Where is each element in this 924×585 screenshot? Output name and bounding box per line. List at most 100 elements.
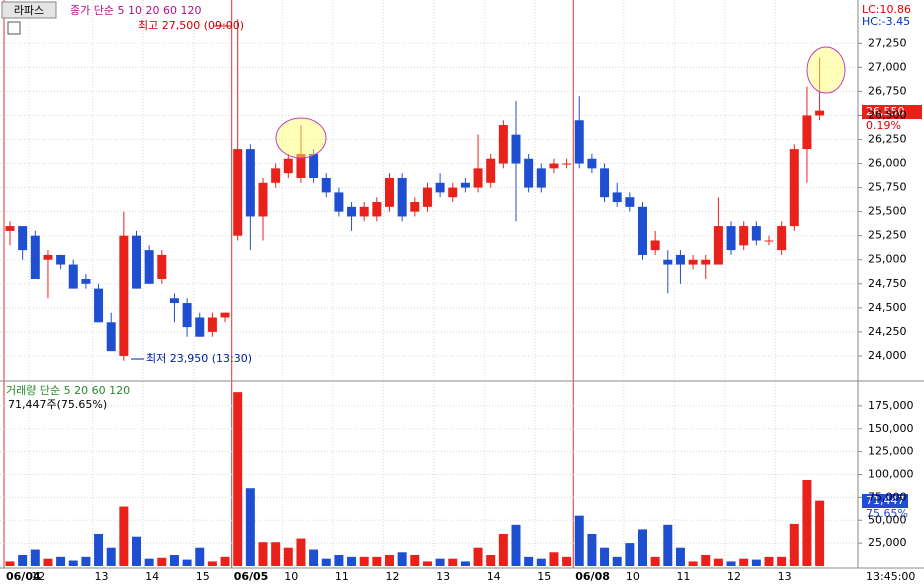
- candle-body: [195, 317, 205, 337]
- volume-bar: [675, 547, 685, 566]
- volume-bar: [43, 558, 53, 566]
- y-tick-label: 25,000: [868, 253, 907, 266]
- candle-body: [422, 187, 432, 207]
- y-tick-label: 100,000: [868, 468, 914, 481]
- x-tick-label: 14: [487, 570, 501, 583]
- volume-note: 71,447주(75.65%): [8, 398, 107, 411]
- x-tick-label: 12: [386, 570, 400, 583]
- volume-bar: [334, 555, 344, 566]
- candle-body: [334, 192, 344, 212]
- lc-value: LC:10.86: [862, 3, 911, 16]
- candle-body: [587, 158, 597, 169]
- volume-bar: [701, 555, 711, 566]
- highlight: [806, 46, 846, 94]
- volume-bar: [309, 549, 319, 566]
- volume-bar: [81, 556, 91, 566]
- candle-body: [675, 254, 685, 265]
- stock-name[interactable]: 라파스: [14, 4, 44, 17]
- candle-body: [536, 168, 546, 188]
- volume-bar: [385, 555, 394, 566]
- candle-body: [309, 153, 319, 178]
- volume-bar: [321, 558, 331, 566]
- candle-body: [612, 192, 622, 203]
- volume-bar: [663, 524, 673, 566]
- x-tick-label: 06/08: [575, 570, 610, 583]
- volume-bar: [182, 559, 192, 566]
- volume-bar: [296, 538, 306, 566]
- volume-bar: [448, 558, 458, 566]
- x-tick-label: 10: [626, 570, 640, 583]
- x-tick-label: 14: [145, 570, 159, 583]
- y-tick-label: 150,000: [868, 422, 914, 435]
- table-icon[interactable]: [7, 21, 21, 35]
- y-tick-label: 26,250: [868, 132, 907, 145]
- volume-bar: [422, 561, 432, 566]
- candle-body: [68, 264, 78, 289]
- y-tick-label: 24,000: [868, 349, 907, 362]
- candle-body: [296, 153, 306, 178]
- x-tick-label: 15: [196, 570, 210, 583]
- candle-body: [132, 235, 141, 289]
- candle-body: [600, 168, 610, 198]
- y-tick-label: 26,000: [868, 157, 907, 170]
- candle-body: [245, 149, 255, 217]
- candle-body: [169, 298, 179, 304]
- volume-bar: [106, 547, 116, 566]
- volume-bar: [119, 506, 129, 566]
- candle-body: [321, 177, 331, 193]
- candle-body: [751, 226, 761, 241]
- volume-bar: [195, 547, 205, 566]
- current-price: 26,550: [866, 105, 905, 118]
- y-tick-label: 26,500: [868, 108, 907, 121]
- volume-bar: [789, 523, 799, 566]
- candle-body: [271, 168, 281, 183]
- y-tick-label: 24,250: [868, 325, 907, 338]
- candle-body: [688, 259, 698, 265]
- volume-bar: [777, 556, 787, 566]
- volume-bar: [56, 556, 66, 566]
- candle-body: [410, 202, 420, 212]
- volume-bar: [802, 479, 812, 566]
- volume-bar: [144, 558, 154, 566]
- volume-bar: [574, 515, 584, 566]
- candle-body: [347, 206, 357, 217]
- y-tick-label: 50,000: [868, 513, 907, 526]
- volume-bar: [132, 536, 141, 566]
- volume-bar: [233, 392, 243, 566]
- candle-body: [511, 134, 521, 164]
- y-tick-label: 27,250: [868, 36, 907, 49]
- volume-bar: [283, 547, 293, 566]
- volume-bar: [30, 549, 40, 566]
- x-tick-label: 06/05: [234, 570, 269, 583]
- x-tick-label: 13: [95, 570, 109, 583]
- high-note: 최고 27,500 (09:00): [138, 19, 244, 32]
- x-tick-label: 11: [335, 570, 349, 583]
- candle-body: [486, 158, 496, 183]
- y-tick-label: 25,000: [868, 536, 907, 549]
- volume-box: [862, 494, 908, 508]
- x-tick-label: 15: [537, 570, 551, 583]
- x-tick-label: 13: [436, 570, 450, 583]
- volume-bar: [372, 556, 382, 566]
- volume-bar: [347, 556, 357, 566]
- stock-badge[interactable]: [1, 1, 57, 19]
- volume-bar: [511, 524, 521, 566]
- volume-bar: [739, 558, 749, 566]
- volume-bar: [625, 543, 635, 566]
- volume-bar: [18, 555, 28, 566]
- highlight: [275, 117, 327, 159]
- volume-bar: [258, 542, 268, 566]
- volume-bar: [245, 488, 255, 566]
- candle-body: [359, 206, 369, 217]
- x-tick-label: 12: [727, 570, 741, 583]
- candle-body: [764, 240, 774, 242]
- candle-body: [498, 125, 508, 164]
- candle-body: [372, 202, 382, 217]
- volume-bar: [435, 558, 445, 566]
- volume-bar: [359, 556, 369, 566]
- ma-legend: 종가 단순 5 10 20 60 120: [70, 4, 201, 17]
- volume-bar: [764, 556, 774, 566]
- candle-body: [574, 120, 584, 164]
- volume-bar: [751, 559, 761, 566]
- volume-bar: [157, 557, 167, 566]
